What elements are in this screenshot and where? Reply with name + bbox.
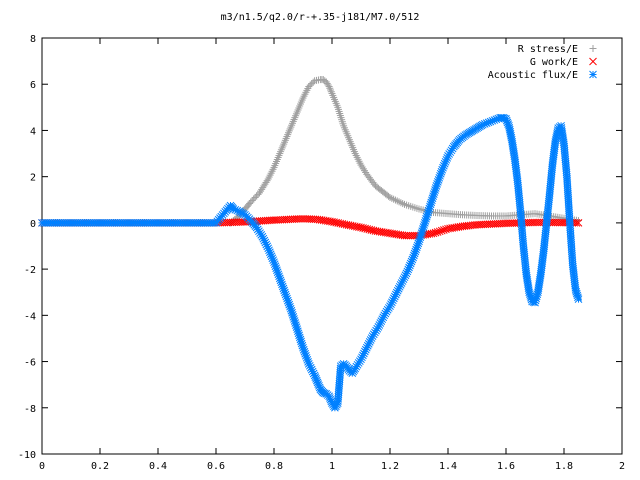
series-acoustic-flux-e <box>38 113 583 412</box>
data-point <box>308 80 316 88</box>
data-point <box>390 195 398 203</box>
legend-label: G work/E <box>530 57 578 68</box>
data-point <box>326 84 334 92</box>
data-point <box>305 83 313 91</box>
y-tick-label: -2 <box>24 265 36 276</box>
y-tick-label: -6 <box>24 358 36 369</box>
y-tick-label: 0 <box>30 219 36 230</box>
legend-label: Acoustic flux/E <box>488 70 578 81</box>
x-tick-label: 0 <box>39 461 45 472</box>
data-point <box>327 88 335 96</box>
y-tick-label: 6 <box>30 80 36 91</box>
data-point <box>440 226 448 234</box>
data-point <box>435 227 444 236</box>
data-point <box>572 219 581 227</box>
data-point <box>325 83 333 91</box>
data-point <box>248 197 256 205</box>
legend-marker <box>589 70 597 79</box>
series-layer <box>38 76 583 412</box>
data-point <box>395 198 403 206</box>
data-point <box>263 177 271 185</box>
data-point <box>324 81 332 89</box>
legend: R stress/E G work/E Acoustic flux/E <box>488 44 597 81</box>
x-tick-label: 0.2 <box>91 461 109 472</box>
axes: 0 0.2 0.4 0.6 0.8 1 1.2 1.4 1.6 1.8 2 -10 -8 -6 -4 -2 0 2… <box>18 34 625 472</box>
y-tick-label: 8 <box>30 34 36 45</box>
x-tick-label: 1.8 <box>555 461 573 472</box>
x-tick-label: 2 <box>619 461 625 472</box>
data-point <box>391 196 399 204</box>
series-g-work-e <box>38 214 583 240</box>
legend-label: R stress/E <box>518 44 578 55</box>
x-tick-label: 0.6 <box>207 461 225 472</box>
data-point <box>393 197 401 205</box>
x-tick-label: 1.6 <box>497 461 515 472</box>
legend-marker <box>589 57 597 66</box>
x-tick-label: 1.4 <box>439 461 457 472</box>
data-point <box>429 229 438 238</box>
data-point <box>250 195 258 203</box>
data-point <box>247 198 255 206</box>
data-point <box>327 86 335 94</box>
data-point <box>397 199 405 207</box>
legend-marker <box>589 45 597 52</box>
data-point <box>574 219 583 227</box>
data-point <box>388 194 396 202</box>
data-point <box>399 200 407 208</box>
x-tick-label: 1 <box>329 461 335 472</box>
y-tick-label: 4 <box>30 126 36 137</box>
data-point <box>309 78 317 86</box>
y-tick-label: -10 <box>18 450 36 461</box>
x-tick-label: 1.2 <box>381 461 399 472</box>
x-tick-label: 0.8 <box>265 461 283 472</box>
data-point <box>251 193 259 201</box>
y-tick-label: -8 <box>24 404 36 415</box>
data-point <box>306 81 314 89</box>
data-point <box>437 226 446 235</box>
data-point <box>253 192 261 200</box>
data-point <box>574 295 583 304</box>
plot-frame <box>41 37 623 455</box>
series-r-stress-e <box>227 76 582 227</box>
chart-title: m3/n1.5/q2.0/r-+.35-j181/M7.0/512 <box>221 12 420 23</box>
data-point <box>431 228 440 237</box>
x-tick-label: 0.4 <box>149 461 167 472</box>
y-tick-label: -4 <box>24 311 36 322</box>
data-point <box>386 193 394 201</box>
data-point <box>433 228 442 236</box>
y-tick-label: 2 <box>30 173 36 184</box>
